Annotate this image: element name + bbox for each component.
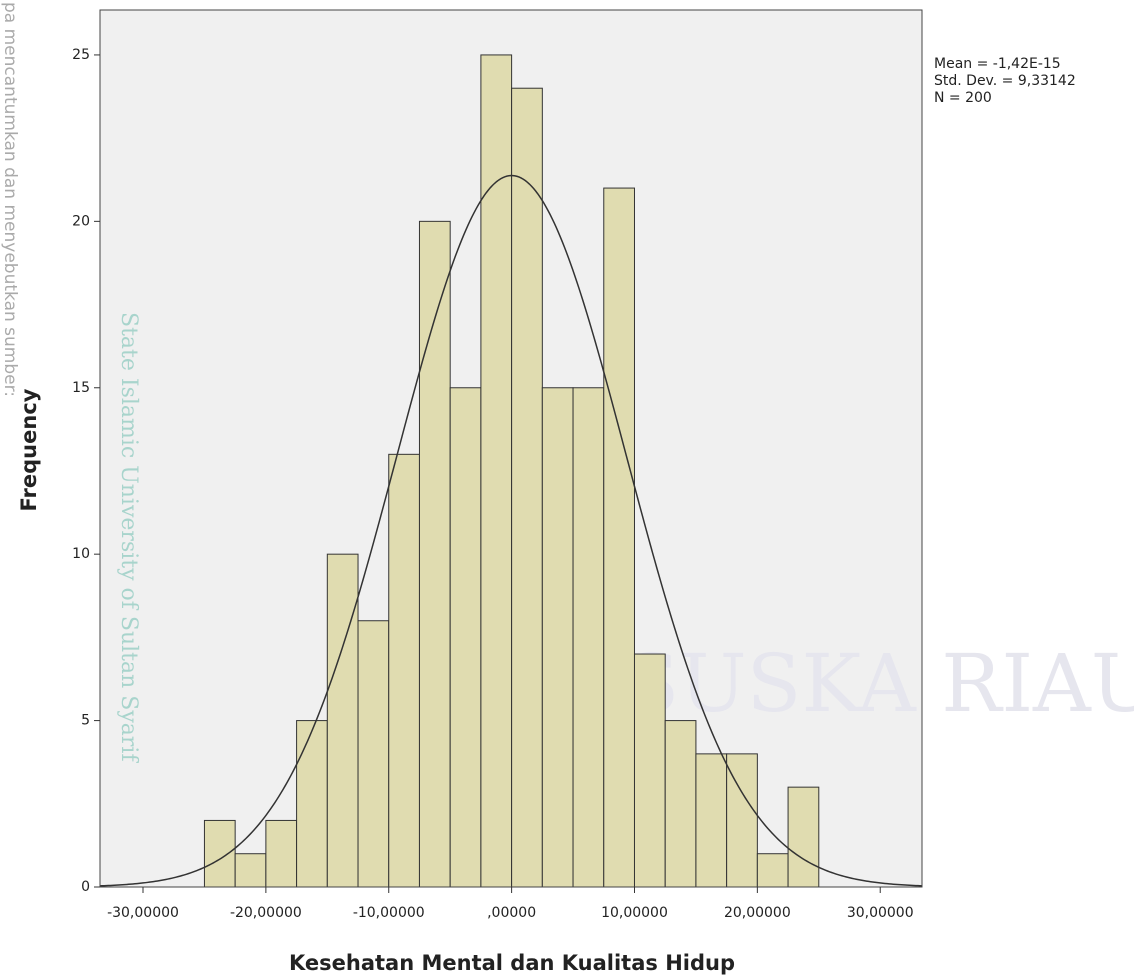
x-tick-label: 10,00000 — [601, 905, 668, 921]
y-tick-label: 0 — [81, 879, 90, 895]
bar — [511, 87, 543, 888]
bar — [572, 387, 605, 888]
stats-line: Mean = -1,42E-15 — [934, 56, 1061, 72]
y-axis-label: Frequency — [17, 388, 41, 511]
x-tick-label: -20,00000 — [230, 905, 302, 921]
bar — [326, 553, 359, 888]
bar — [787, 786, 820, 888]
y-tick-label: 25 — [72, 47, 90, 63]
bar — [388, 453, 420, 888]
bar — [357, 620, 390, 888]
bar — [449, 387, 482, 888]
plot-frame — [99, 9, 923, 888]
bar — [726, 753, 758, 888]
y-tick-label: 10 — [72, 546, 90, 562]
x-axis-label: Kesehatan Mental dan Kualitas Hidup — [289, 951, 735, 975]
normal-curve — [99, 174, 923, 887]
x-tick-label: ,00000 — [487, 905, 536, 921]
y-tick-label: 5 — [81, 713, 90, 729]
bar — [541, 387, 574, 888]
x-tick-label: 20,00000 — [724, 905, 791, 921]
watermark: State Islamic University of Sultan Syari… — [116, 312, 141, 763]
x-tick-label: -30,00000 — [107, 905, 179, 921]
x-tick-label: -10,00000 — [353, 905, 425, 921]
stats-line: N = 200 — [934, 90, 992, 106]
bar — [265, 819, 298, 888]
x-tick-label: 30,00000 — [847, 905, 914, 921]
bar — [756, 853, 789, 888]
bar — [418, 220, 451, 888]
bar — [664, 720, 697, 888]
bar — [203, 819, 236, 888]
stats-line: Std. Dev. = 9,33142 — [934, 73, 1076, 89]
bar — [695, 753, 728, 888]
plot — [99, 54, 923, 888]
y-tick-label: 20 — [72, 213, 90, 229]
bar — [480, 54, 513, 888]
bar — [603, 187, 635, 888]
bar — [234, 853, 267, 888]
bar — [296, 720, 328, 888]
watermark: pa mencantumkan dan menyebutkan sumber: — [0, 2, 20, 397]
bar — [633, 653, 666, 888]
y-tick-label: 15 — [72, 380, 90, 396]
